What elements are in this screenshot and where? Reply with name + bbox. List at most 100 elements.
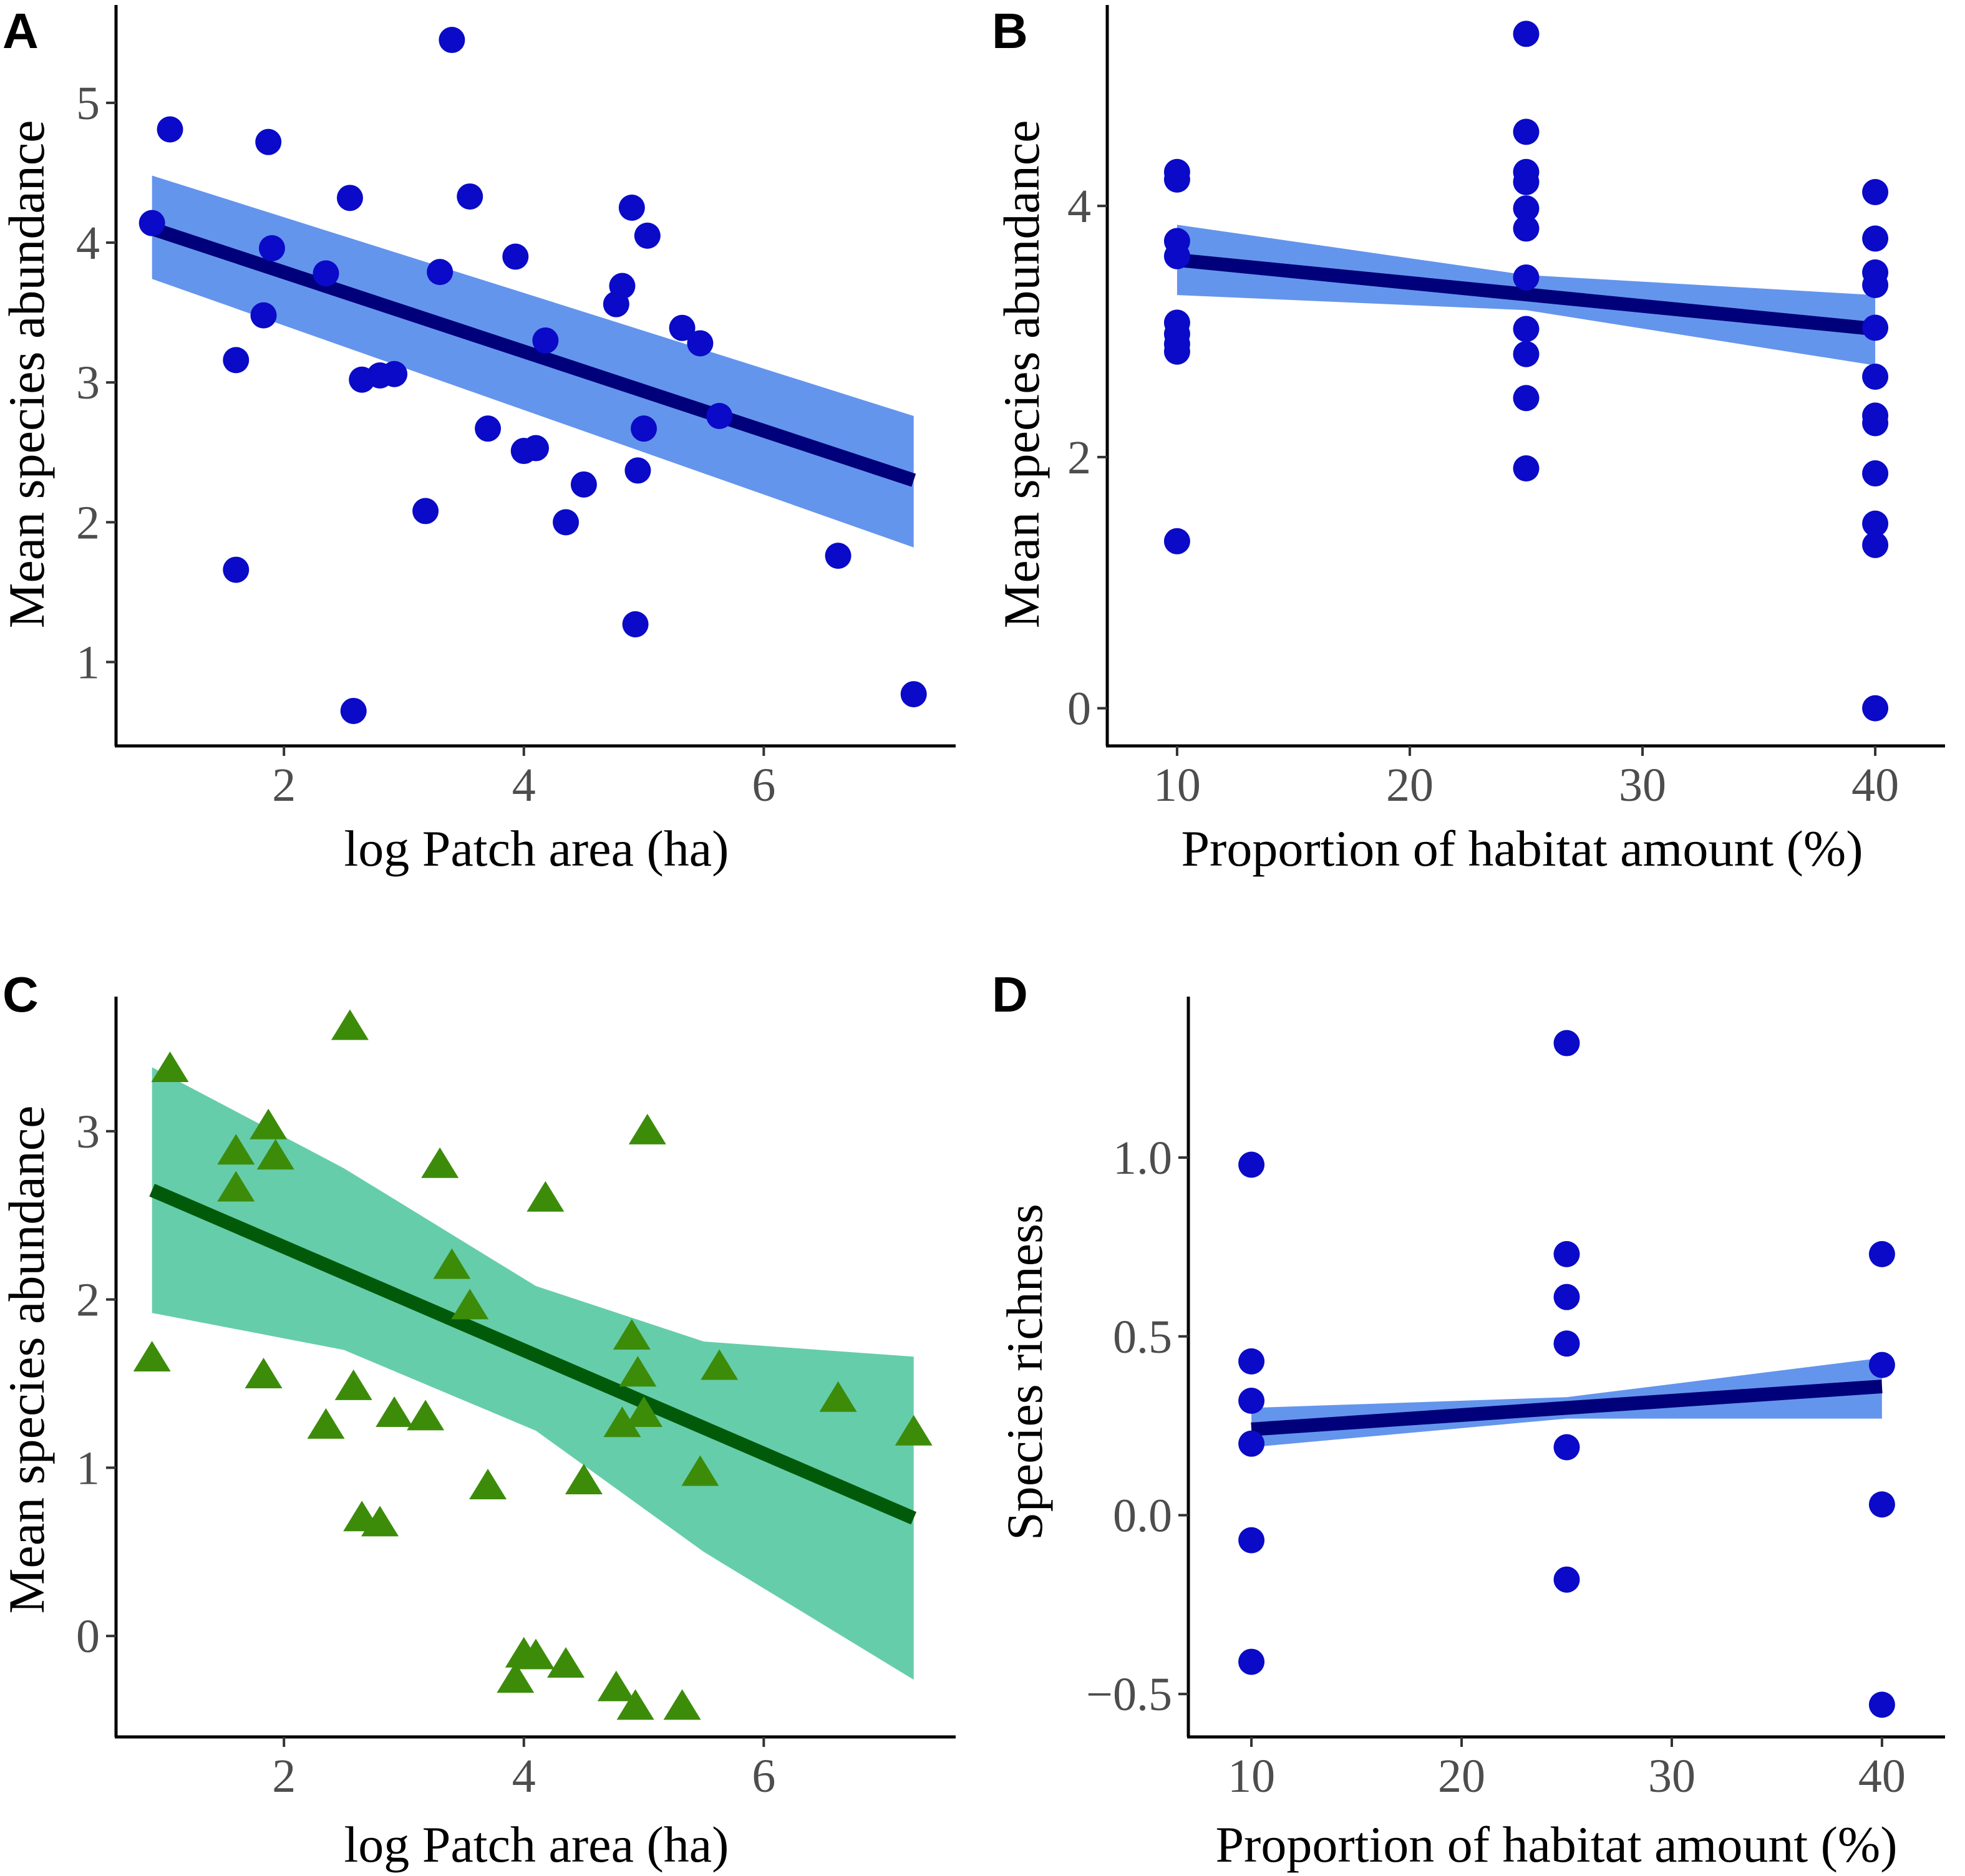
data-point-d-9 <box>1553 1330 1580 1357</box>
data-point-b-28 <box>1862 460 1889 487</box>
fit-line-c <box>149 1184 917 1525</box>
x-tick-label-c-0: 2 <box>272 1750 296 1802</box>
axes-c: 2 4 6 0 1 2 3 <box>76 997 956 1802</box>
panel-label-c: C <box>2 967 39 1022</box>
regression-line-b <box>1176 253 1876 336</box>
x-tick-label-d-1: 20 <box>1438 1750 1485 1802</box>
data-point-d-3 <box>1238 1430 1265 1457</box>
data-point-c-21 <box>526 1181 565 1212</box>
data-point-a-31 <box>669 314 696 341</box>
fit-line-d <box>1251 1380 1883 1436</box>
data-point-c-18 <box>497 1662 535 1693</box>
data-point-d-8 <box>1553 1284 1580 1310</box>
y-tick-label-b-1: 2 <box>1067 432 1091 484</box>
data-point-b-25 <box>1862 364 1889 390</box>
data-point-c-22 <box>547 1646 585 1678</box>
x-tick-label-c-1: 4 <box>512 1750 536 1802</box>
data-point-a-16 <box>457 183 483 210</box>
x-tick-label-d-2: 30 <box>1648 1750 1696 1802</box>
data-point-d-2 <box>1238 1387 1265 1414</box>
data-point-b-1 <box>1163 166 1190 193</box>
data-point-c-27 <box>616 1689 654 1720</box>
x-tick-label-a-0: 2 <box>272 759 296 811</box>
data-point-c-29 <box>625 1396 663 1428</box>
data-point-d-7 <box>1553 1240 1580 1267</box>
confidence-band-c <box>152 1067 914 1680</box>
data-point-b-10 <box>1513 118 1540 145</box>
y-tick-label-a-4: 5 <box>76 77 100 130</box>
data-point-a-34 <box>825 543 852 569</box>
data-point-a-22 <box>553 509 580 536</box>
data-point-c-33 <box>701 1349 739 1380</box>
y-tick-label-c-1: 1 <box>76 1442 100 1494</box>
data-point-c-31 <box>663 1689 701 1720</box>
data-point-c-3 <box>217 1171 255 1202</box>
y-tick-label-d-3: 1.0 <box>1113 1132 1172 1184</box>
data-point-c-30 <box>628 1113 666 1144</box>
x-tick-label-b-0: 10 <box>1153 759 1201 811</box>
data-point-d-0 <box>1238 1151 1265 1178</box>
panel-d: 10 20 30 40 −0.5 0.0 0.5 1.0 D Proportion of ha… <box>992 967 1945 1873</box>
data-point-c-6 <box>256 1139 294 1170</box>
points-b <box>1163 21 1889 722</box>
data-point-d-12 <box>1868 1240 1895 1267</box>
data-point-c-5 <box>250 1108 288 1139</box>
data-point-c-24 <box>597 1670 635 1701</box>
data-point-c-8 <box>331 1009 369 1040</box>
data-point-b-16 <box>1513 316 1540 342</box>
data-point-a-26 <box>618 195 645 221</box>
data-point-c-13 <box>407 1400 445 1431</box>
y-tick-label-d-0: −0.5 <box>1086 1668 1172 1721</box>
data-point-a-1 <box>157 116 183 143</box>
data-point-a-9 <box>340 697 367 724</box>
x-axis-title-d: Proportion of habitat amount (%) <box>1215 1816 1897 1873</box>
data-point-c-14 <box>421 1147 459 1178</box>
panel-label-b: B <box>992 3 1028 59</box>
y-tick-label-c-0: 0 <box>76 1610 100 1663</box>
data-point-a-28 <box>624 457 651 484</box>
points-c <box>133 1009 933 1720</box>
data-point-c-2 <box>217 1134 255 1165</box>
x-tick-label-c-2: 6 <box>752 1750 775 1802</box>
x-tick-label-b-3: 40 <box>1851 759 1899 811</box>
data-point-d-5 <box>1238 1648 1265 1675</box>
data-point-d-14 <box>1868 1491 1895 1518</box>
y-tick-label-a-0: 1 <box>76 637 100 689</box>
data-point-b-20 <box>1862 179 1889 206</box>
data-point-b-24 <box>1862 314 1889 341</box>
x-tick-label-b-2: 30 <box>1619 759 1666 811</box>
points-d <box>1238 1030 1895 1718</box>
data-point-d-13 <box>1868 1351 1895 1378</box>
data-point-c-1 <box>151 1052 189 1083</box>
y-axis-title-b: Mean species abundance <box>993 120 1050 628</box>
x-axis-title-b: Proportion of habitat amount (%) <box>1181 820 1863 877</box>
fit-line-a <box>150 222 916 487</box>
y-tick-label-a-3: 4 <box>76 217 100 269</box>
x-tick-label-b-1: 20 <box>1386 759 1434 811</box>
data-point-b-3 <box>1163 243 1190 269</box>
panel-a: 2 4 6 1 2 3 4 5 A log Patch area (ha) Mean spec… <box>0 3 956 877</box>
y-tick-label-d-1: 0.0 <box>1113 1489 1172 1542</box>
data-point-d-11 <box>1553 1566 1580 1593</box>
data-point-a-14 <box>427 259 454 286</box>
data-point-c-32 <box>681 1455 719 1486</box>
data-point-a-3 <box>223 556 250 583</box>
data-point-a-27 <box>622 611 649 637</box>
data-point-c-7 <box>307 1408 345 1439</box>
data-point-c-15 <box>433 1248 471 1279</box>
y-tick-label-d-2: 0.5 <box>1113 1311 1172 1363</box>
data-point-c-25 <box>603 1406 641 1438</box>
data-point-b-9 <box>1513 21 1540 47</box>
data-point-a-23 <box>570 471 597 498</box>
regression-line-c <box>149 1184 917 1525</box>
data-point-a-17 <box>475 415 502 442</box>
data-point-a-21 <box>532 327 559 354</box>
axes-a: 2 4 6 1 2 3 4 5 <box>76 5 956 811</box>
y-axis-title-c: Mean species abundance <box>0 1105 55 1613</box>
data-point-a-18 <box>502 243 529 270</box>
y-axis-title-d: Species richness <box>996 1204 1053 1540</box>
points-a <box>138 27 927 724</box>
data-point-b-14 <box>1513 215 1540 242</box>
data-point-c-28 <box>619 1356 657 1387</box>
data-point-a-8 <box>336 185 363 211</box>
